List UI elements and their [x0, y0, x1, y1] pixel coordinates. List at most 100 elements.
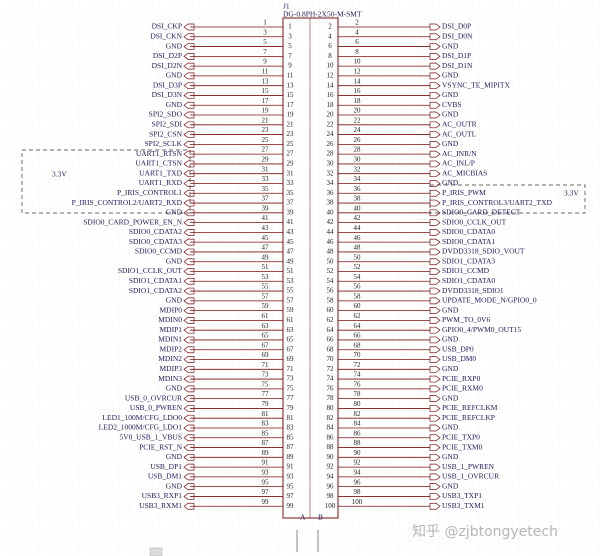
port-arrow — [429, 463, 441, 471]
pin-number: 100 — [352, 498, 363, 506]
pin-number: 83 — [287, 424, 295, 432]
port-arrow — [429, 258, 441, 266]
pin-number: 21 — [262, 116, 270, 124]
net-label: AC_INL/P — [442, 159, 475, 168]
port-arrow — [429, 248, 441, 256]
pin-number: 28 — [327, 150, 335, 158]
net-label: GND — [166, 384, 183, 393]
net-label: USB_1_PWREN — [442, 462, 495, 471]
port-arrow — [183, 502, 195, 510]
port-arrow — [429, 199, 441, 207]
pin-number: 83 — [262, 420, 270, 428]
pin-number: 34 — [327, 179, 335, 187]
pin-number: 88 — [354, 439, 362, 447]
pin-number: 72 — [354, 361, 362, 369]
port-arrow — [183, 297, 195, 305]
net-label: SDIO1_CCLK_OUT — [118, 266, 183, 275]
pin-number: 22 — [354, 116, 362, 124]
net-label: DVDD3318_SDIO_VOUT — [442, 247, 525, 256]
pin-number: 70 — [327, 355, 335, 363]
port-arrow — [183, 434, 195, 442]
pin-number: 35 — [287, 189, 295, 197]
pin-number: 35 — [262, 185, 270, 193]
pin-number: 68 — [354, 341, 362, 349]
net-box-right — [429, 184, 586, 214]
pin-number: 11 — [287, 72, 294, 80]
port-arrow — [429, 23, 441, 31]
pin-number: 10 — [354, 58, 362, 66]
pin-number: 33 — [262, 175, 270, 183]
pin-number: 59 — [287, 306, 295, 314]
pin-number: 82 — [327, 414, 335, 422]
net-label: CVBS — [442, 100, 462, 109]
pin-number: 89 — [287, 453, 295, 461]
net-label: SPI2_SDI — [152, 120, 183, 129]
pin-number: 78 — [327, 394, 335, 402]
pin-number: 74 — [354, 371, 362, 379]
pin-number: 46 — [327, 238, 335, 246]
pin-number: 45 — [287, 238, 295, 246]
port-arrow — [429, 502, 441, 510]
net-label: GND — [166, 296, 183, 305]
pin-number: 71 — [287, 365, 295, 373]
pin-number: 18 — [327, 101, 335, 109]
pin-number: 80 — [327, 404, 335, 412]
port-arrow — [183, 170, 195, 178]
port-arrow — [183, 385, 195, 393]
net-label: GND — [442, 393, 459, 402]
pin-number: 58 — [327, 296, 335, 304]
port-arrow — [183, 444, 195, 451]
net-label: AC_INR/N — [442, 149, 477, 158]
port-arrow — [183, 33, 195, 41]
pin-number: 30 — [327, 160, 335, 168]
net-label: DSI_CKP — [152, 22, 182, 31]
pin-number: 46 — [354, 234, 362, 242]
port-arrow — [429, 72, 441, 80]
net-label: SDIO0_CARD_POWER_EN_N — [83, 217, 182, 226]
pin-number: 84 — [354, 420, 362, 428]
net-label: 3.3V — [564, 189, 579, 198]
port-arrow — [429, 209, 441, 217]
pin-number: 39 — [287, 208, 295, 216]
net-label: 3.3V — [52, 170, 67, 179]
net-label: P_IRIS_CONTROL3/UART2_TXD — [442, 198, 553, 207]
pin-number: 41 — [287, 218, 295, 226]
pin-number: 82 — [354, 410, 362, 418]
net-label: GND — [442, 305, 459, 314]
pin-number: 62 — [327, 316, 335, 324]
net-label: GND — [442, 364, 459, 373]
pin-number: 27 — [262, 146, 270, 154]
net-label: SDIO0_CCMD — [135, 247, 183, 256]
pin-number: 20 — [327, 111, 335, 119]
pin-number: 5 — [263, 38, 267, 46]
pin-number: 44 — [327, 228, 335, 236]
pin-number: 13 — [287, 81, 295, 89]
pin-number: 76 — [327, 384, 335, 392]
pin-number: 74 — [327, 375, 335, 383]
pin-number: 57 — [262, 292, 270, 300]
net-label: GND — [442, 139, 459, 148]
port-arrow — [183, 229, 195, 236]
port-arrow — [429, 473, 441, 481]
net-label: GND — [166, 100, 183, 109]
pin-number: 99 — [287, 502, 295, 510]
pin-number: 56 — [354, 283, 362, 291]
pin-number: 93 — [287, 472, 295, 480]
net-label: LED2_1000M/CFG_LDO1 — [99, 423, 183, 432]
net-label: LED1_100M/CFG_LDO0 — [102, 413, 182, 422]
pin-number: 48 — [327, 248, 335, 256]
pin-number: 68 — [327, 345, 335, 353]
pin-number: 14 — [354, 77, 362, 85]
pin-number: 5 — [288, 42, 292, 50]
pin-number: 10 — [327, 62, 335, 70]
pin-number: 31 — [262, 165, 270, 173]
pin-number: 90 — [354, 449, 362, 457]
pin-number: 95 — [262, 478, 270, 486]
pin-number: 9 — [288, 62, 292, 70]
net-label: GND — [442, 110, 459, 119]
pin-number: 17 — [262, 97, 270, 105]
net-label: UART1_CTSN — [135, 159, 182, 168]
pin-number: 61 — [262, 312, 270, 320]
pin-number: 33 — [287, 179, 295, 187]
net-label: GND — [442, 335, 459, 344]
